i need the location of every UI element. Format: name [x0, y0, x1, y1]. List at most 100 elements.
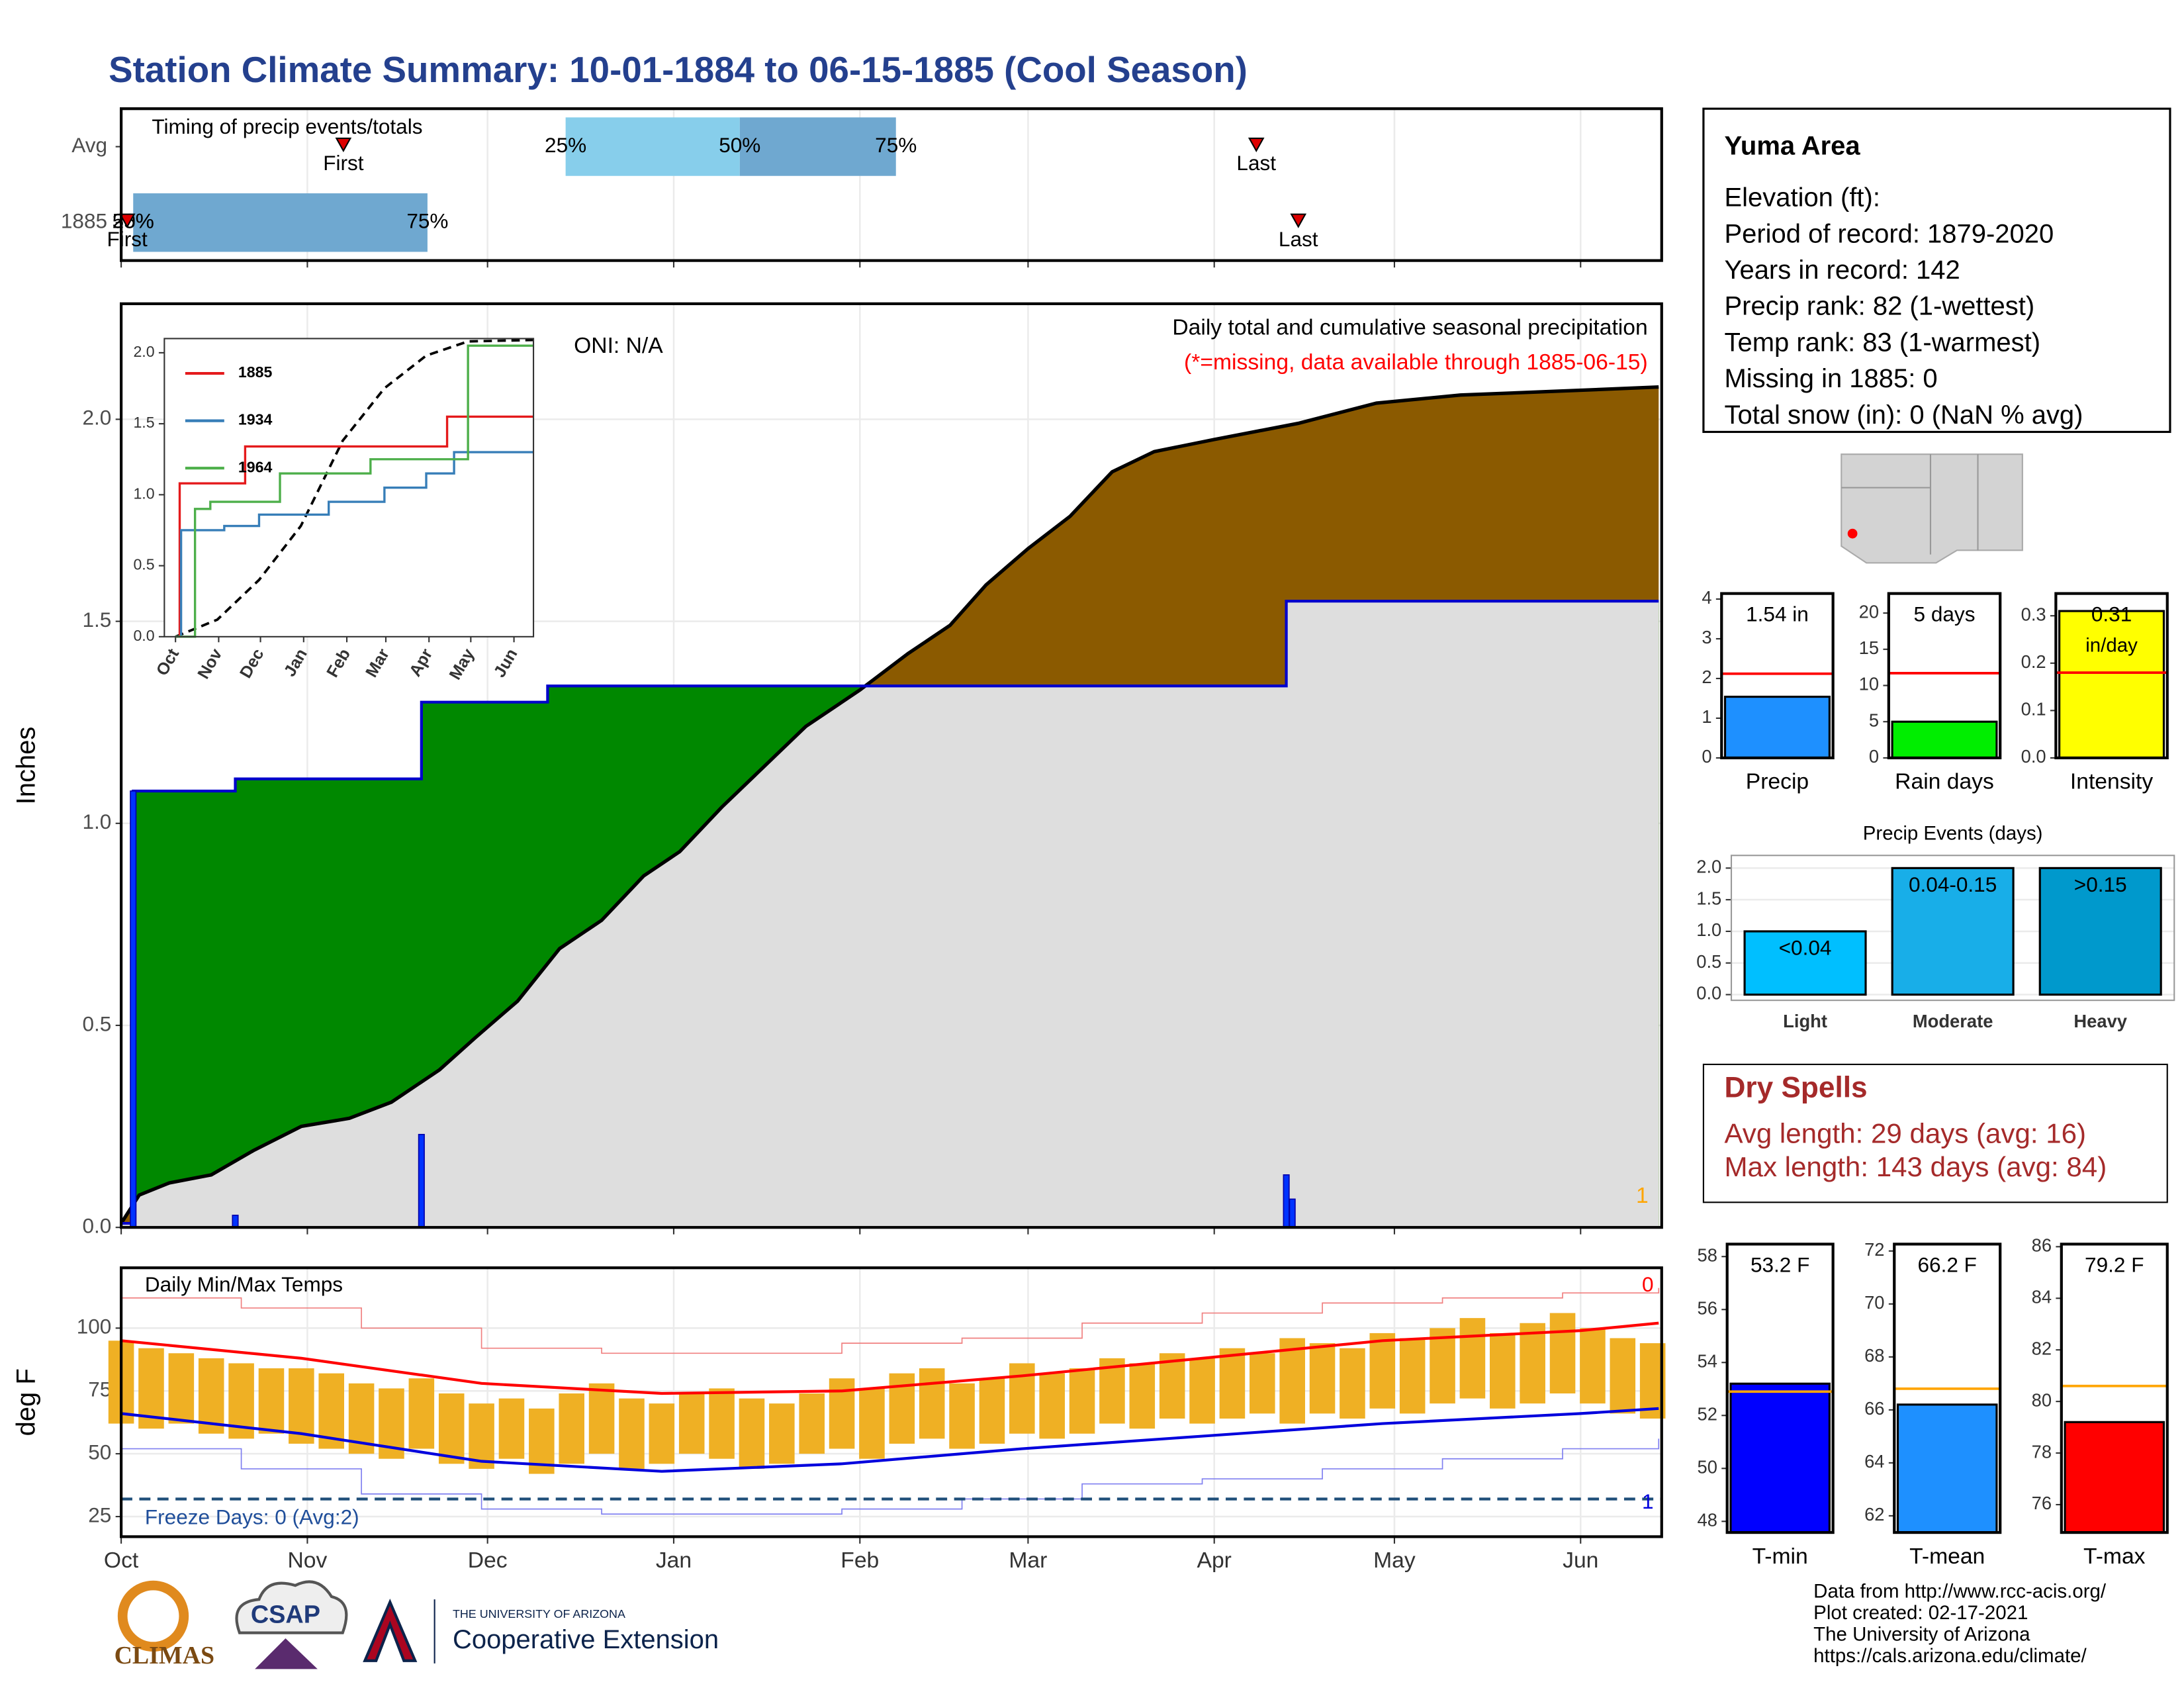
station-dot — [1847, 528, 1858, 539]
bar — [1723, 695, 1831, 759]
first-marker — [335, 137, 352, 153]
y-tick-label: 48 — [1698, 1510, 1717, 1530]
corner-label: 1 — [1636, 1184, 1649, 1208]
locator-map — [1839, 453, 2027, 565]
arizona-a — [363, 1598, 418, 1662]
temp-range-bar — [1189, 1358, 1215, 1424]
temp-range-bar — [258, 1368, 285, 1434]
legend-label: 1934 — [238, 411, 273, 428]
bar — [1743, 930, 1867, 996]
y-tick-label: 25 — [88, 1503, 111, 1526]
plot-frame — [1720, 592, 1835, 760]
y-tick-label: 3 — [1702, 627, 1711, 647]
info-line: Precip rank: 82 (1-wettest) — [1724, 292, 2034, 321]
plot-frame — [119, 107, 1663, 262]
bar — [2064, 1421, 2165, 1534]
y-tick-label: 50 — [1698, 1456, 1717, 1477]
y-tick-label: 0.2 — [2021, 651, 2046, 672]
x-tick-label: Jan — [656, 1548, 692, 1573]
y-tick-label: 0 — [1869, 746, 1879, 767]
daily-bar — [232, 1215, 239, 1229]
first-label: First — [107, 227, 148, 251]
y-tick-label: 54 — [1698, 1350, 1717, 1371]
x-tick-label: Dec — [468, 1548, 508, 1573]
climas-text: CLIMAS — [114, 1642, 215, 1669]
page-title: Station Climate Summary: 10-01-1884 to 0… — [109, 49, 1248, 90]
temp-range-bar — [498, 1398, 525, 1459]
unit-label: in/day — [2085, 634, 2138, 656]
x-tick-label: Oct — [104, 1548, 139, 1573]
bin-label: >0.15 — [2074, 872, 2127, 896]
climas-logo — [117, 1580, 189, 1652]
base-area — [121, 601, 1659, 1228]
x-tick-label: Jun — [1563, 1548, 1598, 1573]
y-tick-label: 5 — [1869, 710, 1879, 730]
temp-range-bar — [1340, 1348, 1365, 1419]
y-tick-label: 2.0 — [133, 343, 154, 360]
y-tick-label: 75 — [88, 1378, 111, 1401]
temp-range-bar — [739, 1398, 765, 1469]
temp-range-bar — [619, 1398, 645, 1469]
average-line — [119, 385, 1659, 1225]
category-label: Heavy — [2073, 1011, 2127, 1031]
temp-range-bar — [1039, 1373, 1065, 1439]
y-tick-label: 80 — [2032, 1389, 2052, 1410]
y-tick-label: 1.5 — [1696, 888, 1721, 908]
quantile-label: 25% — [545, 133, 586, 157]
category-label: T-mean — [1909, 1544, 1985, 1569]
bar — [1891, 720, 1998, 759]
temp-range-bar — [1069, 1368, 1095, 1434]
temp-range-bar — [678, 1393, 705, 1454]
temp-range-bar — [1250, 1353, 1275, 1414]
y-tick-label: 100 — [77, 1315, 112, 1338]
dry-spells-title: Dry Spells — [1724, 1072, 1867, 1104]
y-tick-label: 58 — [1698, 1244, 1717, 1265]
quartile-bar — [739, 117, 896, 176]
y-tick-label: 1.5 — [133, 414, 154, 431]
category-label: Light — [1783, 1011, 1827, 1031]
y-tick-label: 0.0 — [83, 1214, 112, 1238]
temp-range-bar — [799, 1393, 825, 1454]
top-right-label: 0 — [1642, 1272, 1654, 1296]
temp-range-bar — [469, 1403, 494, 1469]
plot-frame — [1887, 592, 2002, 760]
oni-label: ONI: N/A — [574, 334, 663, 358]
footer-line: Data from http://www.rcc-acis.org/ — [1813, 1580, 2107, 1602]
y-tick-label: 0.5 — [83, 1011, 112, 1035]
bar — [2038, 867, 2162, 996]
temp-range-bar — [559, 1393, 584, 1464]
legend-label: 1964 — [238, 458, 273, 475]
y-tick-label: 50 — [88, 1440, 111, 1464]
y-tick-label: 82 — [2032, 1338, 2052, 1358]
first-label: First — [323, 151, 364, 175]
daily-bar — [1289, 1198, 1296, 1229]
quantile-label: 75% — [406, 209, 448, 233]
info-line: Years in record: 142 — [1724, 256, 1960, 285]
temp-range-bar — [1129, 1363, 1156, 1429]
chart-title: Daily total and cumulative seasonal prec… — [1172, 316, 1647, 340]
info-line: Missing in 1885: 0 — [1724, 364, 1937, 393]
value-label: 79.2 F — [2085, 1252, 2144, 1276]
y-tick-label: 15 — [1859, 637, 1879, 658]
x-tick-label: Feb — [841, 1548, 879, 1573]
y-tick-label: 1.5 — [83, 608, 112, 632]
temp-range-bar — [1459, 1318, 1486, 1399]
y-tick-label: 0.0 — [1696, 983, 1721, 1004]
chart-title: Daily Min/Max Temps — [145, 1272, 343, 1296]
info-line: Elevation (ft): — [1724, 183, 1880, 212]
last-label: Last — [1236, 151, 1276, 175]
temp-range-bar — [1219, 1348, 1246, 1419]
series-line — [175, 415, 534, 638]
dry-spells-box — [1702, 1063, 2168, 1203]
average-line — [175, 338, 534, 638]
y-tick-label: 0.3 — [2021, 604, 2046, 624]
bin-label: 0.04-0.15 — [1909, 872, 1997, 896]
bin-label: <0.04 — [1779, 936, 1832, 960]
temp-range-bar — [1369, 1333, 1396, 1409]
y-tick-label: 10 — [1859, 674, 1879, 694]
temp-range-bar — [769, 1403, 795, 1464]
value-label: 53.2 F — [1751, 1252, 1809, 1276]
temp-range-bar — [709, 1388, 735, 1459]
temp-range-bar — [1159, 1353, 1185, 1419]
